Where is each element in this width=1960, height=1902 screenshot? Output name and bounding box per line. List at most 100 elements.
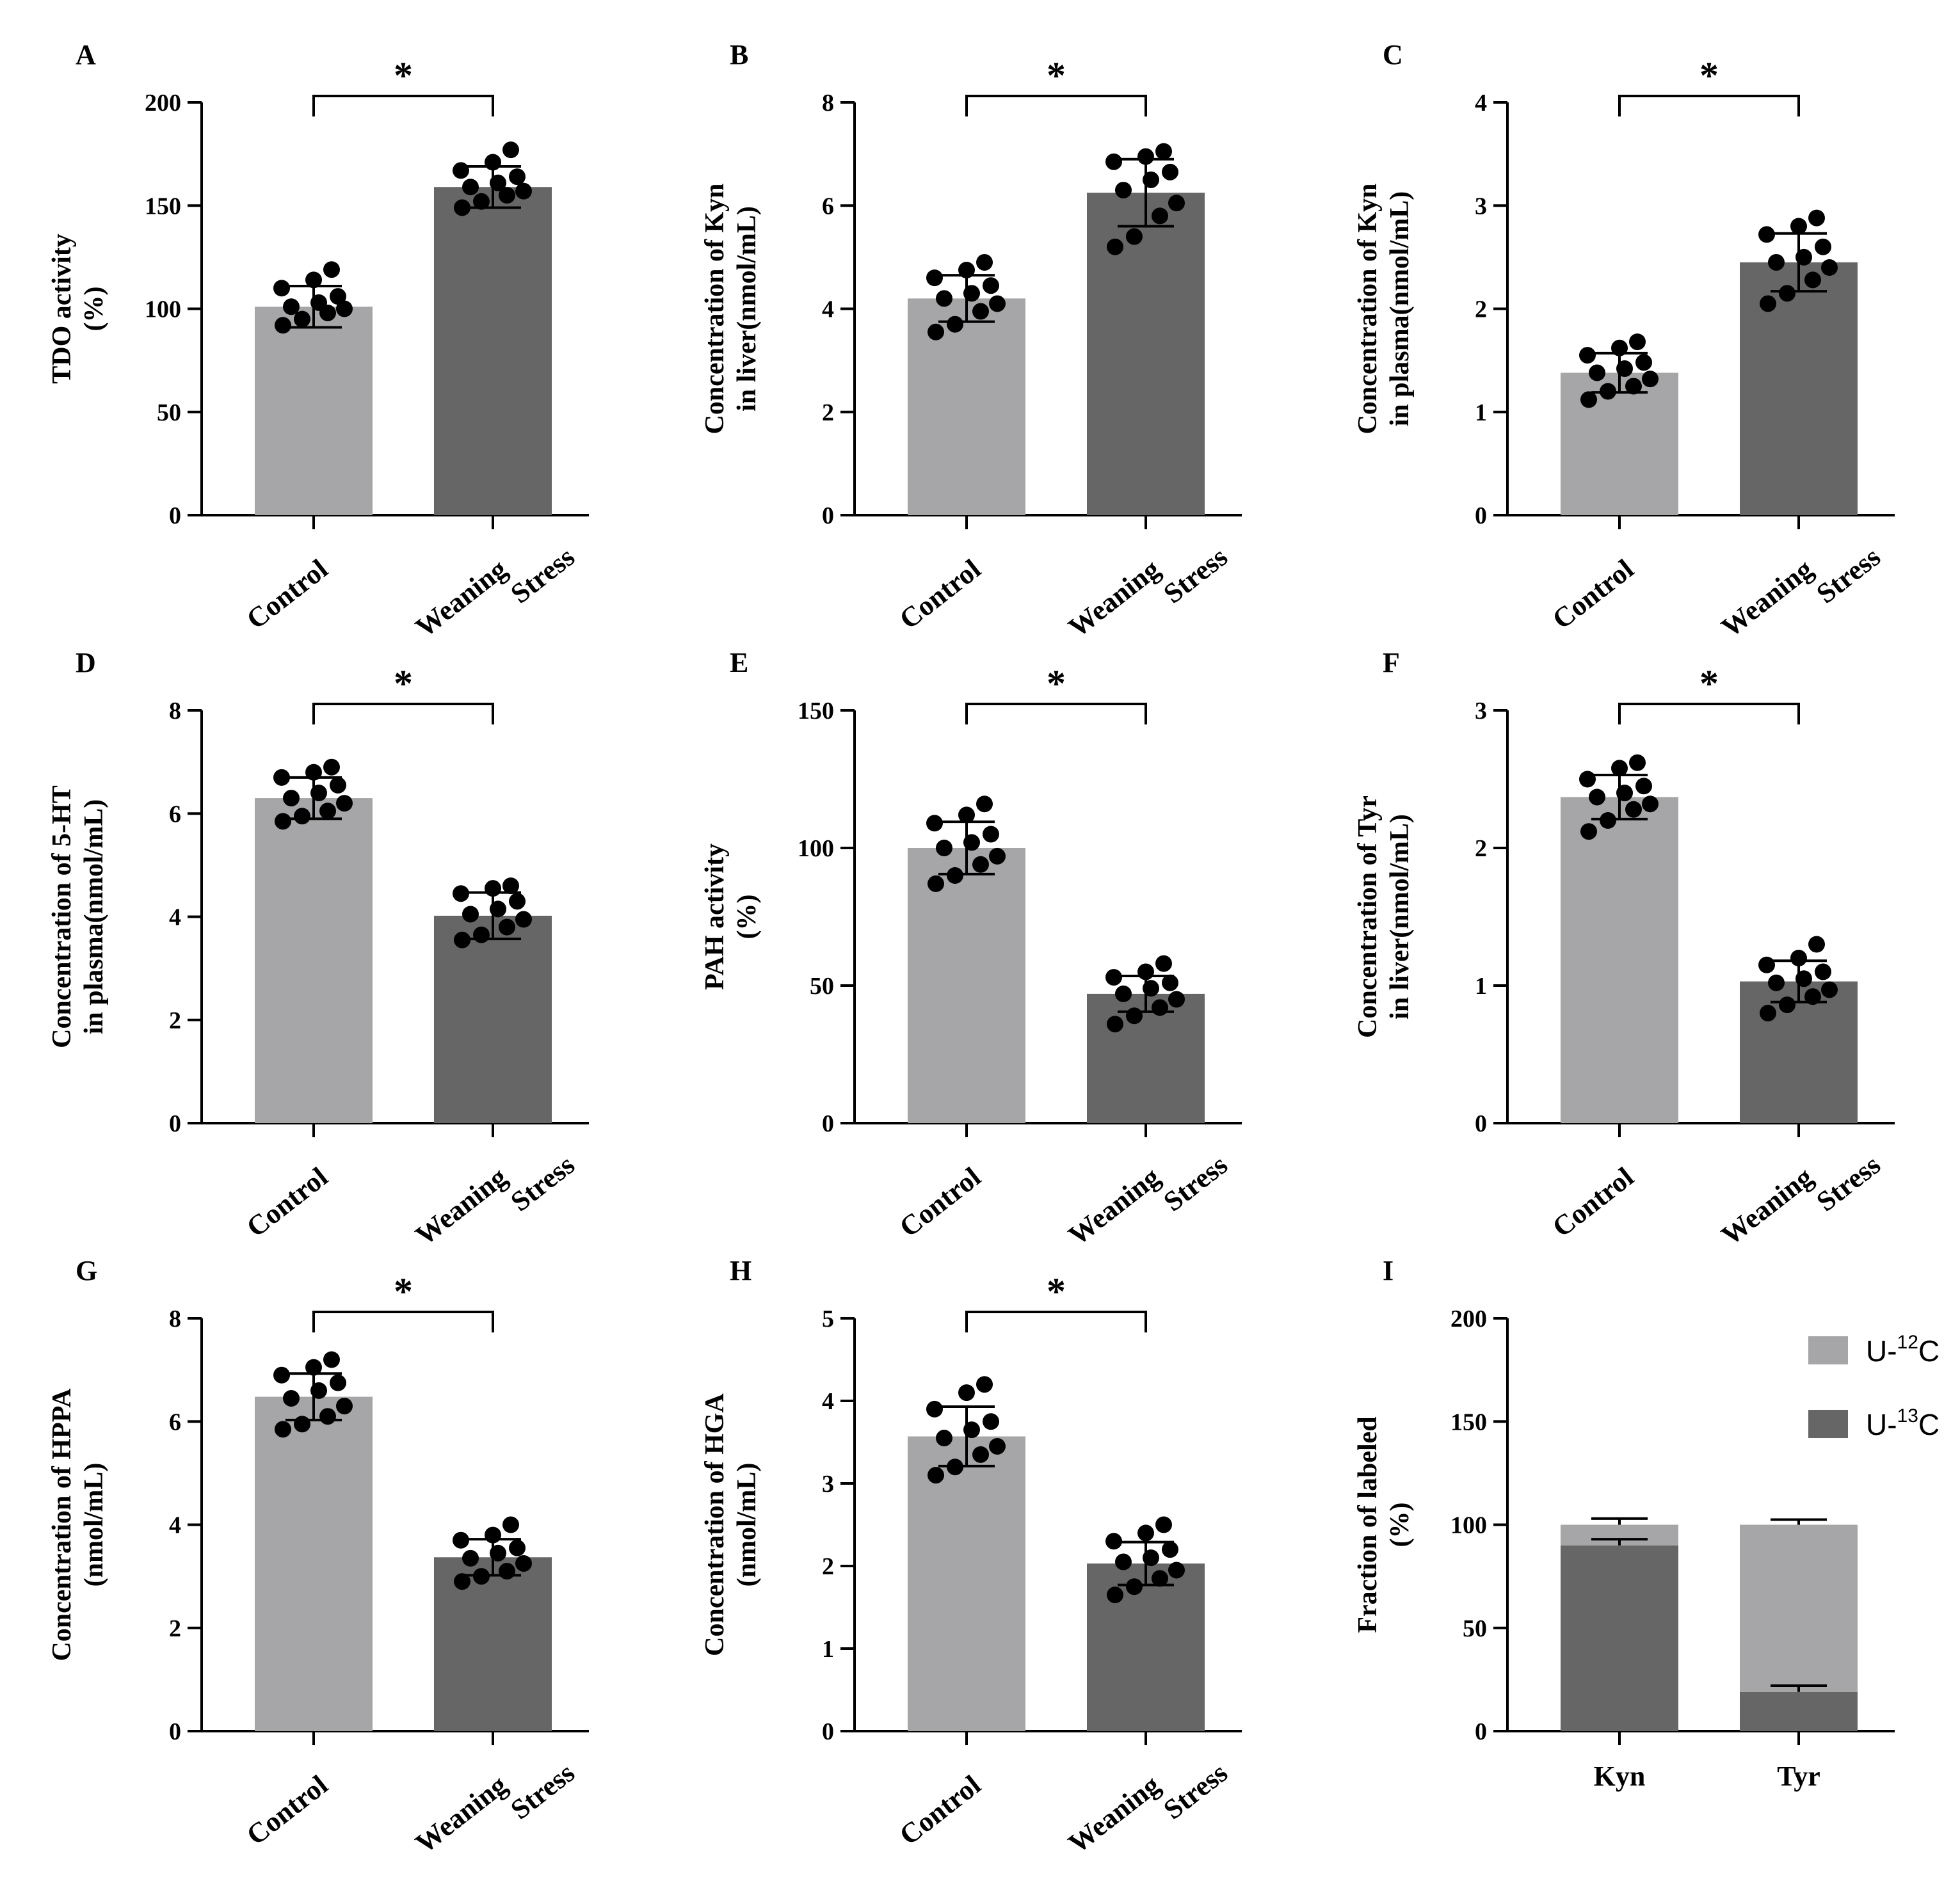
data-point bbox=[1779, 996, 1795, 1014]
data-point bbox=[1137, 1524, 1154, 1542]
data-point bbox=[323, 261, 340, 278]
data-point bbox=[275, 813, 291, 830]
data-point bbox=[473, 1568, 490, 1585]
data-point bbox=[462, 1549, 479, 1567]
panel-letter: I bbox=[1383, 1255, 1394, 1286]
x-category-label: WeaningStress bbox=[1063, 516, 1233, 669]
legend-sup: 12 bbox=[1897, 1332, 1918, 1353]
y-tick-label: 200 bbox=[1450, 1306, 1487, 1332]
x-category-label: Control bbox=[241, 1161, 333, 1243]
data-point bbox=[963, 285, 980, 302]
y-axis-label: Concentration of HGA bbox=[700, 1393, 730, 1656]
significance-bracket bbox=[312, 1311, 494, 1332]
y-tick-label: 6 bbox=[822, 193, 834, 220]
data-point bbox=[294, 808, 310, 825]
panel-B: B 0 2 4 6 8 Concentration of Kyn in liver(nmol/… bbox=[700, 39, 1242, 669]
legend-label: U-13C bbox=[1866, 1405, 1940, 1441]
y-axis-label-unit: in liver(nmol/mL) bbox=[732, 206, 762, 412]
data-point bbox=[453, 885, 469, 902]
y-tick-label: 100 bbox=[145, 296, 181, 323]
y-axis-label-unit: in plasma(nmol/mL) bbox=[1385, 191, 1415, 427]
y-tick-label: 100 bbox=[1450, 1512, 1487, 1539]
data-point bbox=[1162, 163, 1178, 180]
data-point bbox=[283, 298, 300, 316]
bar-weaning-stress bbox=[1740, 981, 1858, 1123]
bar-weaning-stress bbox=[434, 915, 552, 1123]
y-tick-label: 0 bbox=[1475, 1718, 1487, 1745]
data-point bbox=[1760, 295, 1776, 312]
x-category-label-line: Control bbox=[1546, 1161, 1639, 1243]
x-category-label-line: Control bbox=[894, 1769, 986, 1851]
x-category-label-line: Weaning bbox=[1715, 553, 1819, 643]
data-point bbox=[1821, 259, 1838, 276]
y-axis-label: PAH activity bbox=[700, 843, 730, 990]
data-point bbox=[336, 1398, 353, 1415]
significance-bracket bbox=[1618, 95, 1800, 116]
data-point bbox=[1168, 991, 1185, 1008]
y-tick-label: 0 bbox=[822, 502, 834, 529]
y-tick-label: 150 bbox=[145, 193, 181, 220]
x-category-label: Control bbox=[1546, 1161, 1639, 1243]
data-point bbox=[972, 856, 989, 873]
bar-weaning-stress bbox=[1087, 193, 1205, 515]
y-axis-label: Concentration of Kyn bbox=[1353, 184, 1383, 435]
data-point bbox=[1155, 143, 1172, 160]
x-category-label-line: Weaning bbox=[1063, 1161, 1166, 1251]
data-point bbox=[1808, 209, 1825, 227]
panel-D: D 0 2 4 6 8 Concentration of 5-HT in plasma(nmo… bbox=[47, 647, 589, 1277]
data-point bbox=[958, 1384, 975, 1402]
data-point bbox=[490, 900, 506, 918]
data-point bbox=[1625, 378, 1642, 395]
data-point bbox=[983, 277, 999, 294]
data-point bbox=[502, 877, 519, 895]
data-point bbox=[1635, 354, 1652, 371]
x-category-label-line: Control bbox=[894, 1161, 986, 1243]
data-point bbox=[509, 893, 526, 910]
y-tick-label: 2 bbox=[169, 1615, 181, 1642]
data-point bbox=[1768, 253, 1785, 271]
data-point bbox=[1580, 391, 1597, 408]
y-tick-label: 0 bbox=[1475, 502, 1487, 529]
data-point bbox=[936, 840, 952, 856]
data-point bbox=[502, 1516, 519, 1533]
data-point bbox=[485, 880, 501, 897]
x-category-label: WeaningStress bbox=[1063, 1732, 1233, 1885]
data-point bbox=[1162, 1541, 1178, 1558]
data-point bbox=[1105, 969, 1122, 986]
x-category-label: Kyn bbox=[1594, 1761, 1646, 1792]
x-category-label: WeaningStress bbox=[410, 1124, 581, 1277]
data-point bbox=[1126, 1578, 1143, 1595]
y-tick-label: 1 bbox=[1475, 399, 1487, 426]
y-tick-label: 3 bbox=[822, 1471, 834, 1498]
y-axis-label: Concentration of HPPA bbox=[47, 1388, 77, 1661]
data-point bbox=[305, 1359, 322, 1376]
significance-star: * bbox=[394, 662, 413, 705]
bar-control bbox=[908, 1436, 1025, 1731]
data-point bbox=[1143, 1549, 1159, 1567]
data-point bbox=[972, 1446, 989, 1463]
data-point bbox=[319, 1408, 336, 1425]
data-point bbox=[499, 1563, 515, 1580]
data-point bbox=[1779, 285, 1795, 302]
data-point bbox=[1790, 218, 1807, 235]
x-category-label-line: Weaning bbox=[410, 1161, 513, 1251]
data-point bbox=[310, 1382, 327, 1399]
data-point bbox=[936, 290, 952, 307]
y-tick-label: 50 bbox=[157, 399, 181, 426]
data-point bbox=[305, 271, 322, 289]
bar-weaning-stress bbox=[1740, 262, 1858, 515]
x-category-label: Control bbox=[894, 553, 986, 635]
data-point bbox=[283, 1389, 300, 1407]
data-point bbox=[1616, 785, 1633, 801]
panel-letter: D bbox=[76, 647, 96, 678]
data-point bbox=[1579, 347, 1596, 364]
bar-control bbox=[1561, 797, 1678, 1123]
data-point bbox=[963, 1421, 980, 1439]
significance-bracket bbox=[965, 1311, 1147, 1332]
data-point bbox=[928, 875, 944, 892]
data-point bbox=[490, 174, 506, 191]
data-point bbox=[515, 1554, 532, 1572]
y-tick-label: 2 bbox=[1475, 835, 1487, 862]
y-tick-label: 3 bbox=[1475, 698, 1487, 724]
data-point bbox=[273, 280, 290, 297]
